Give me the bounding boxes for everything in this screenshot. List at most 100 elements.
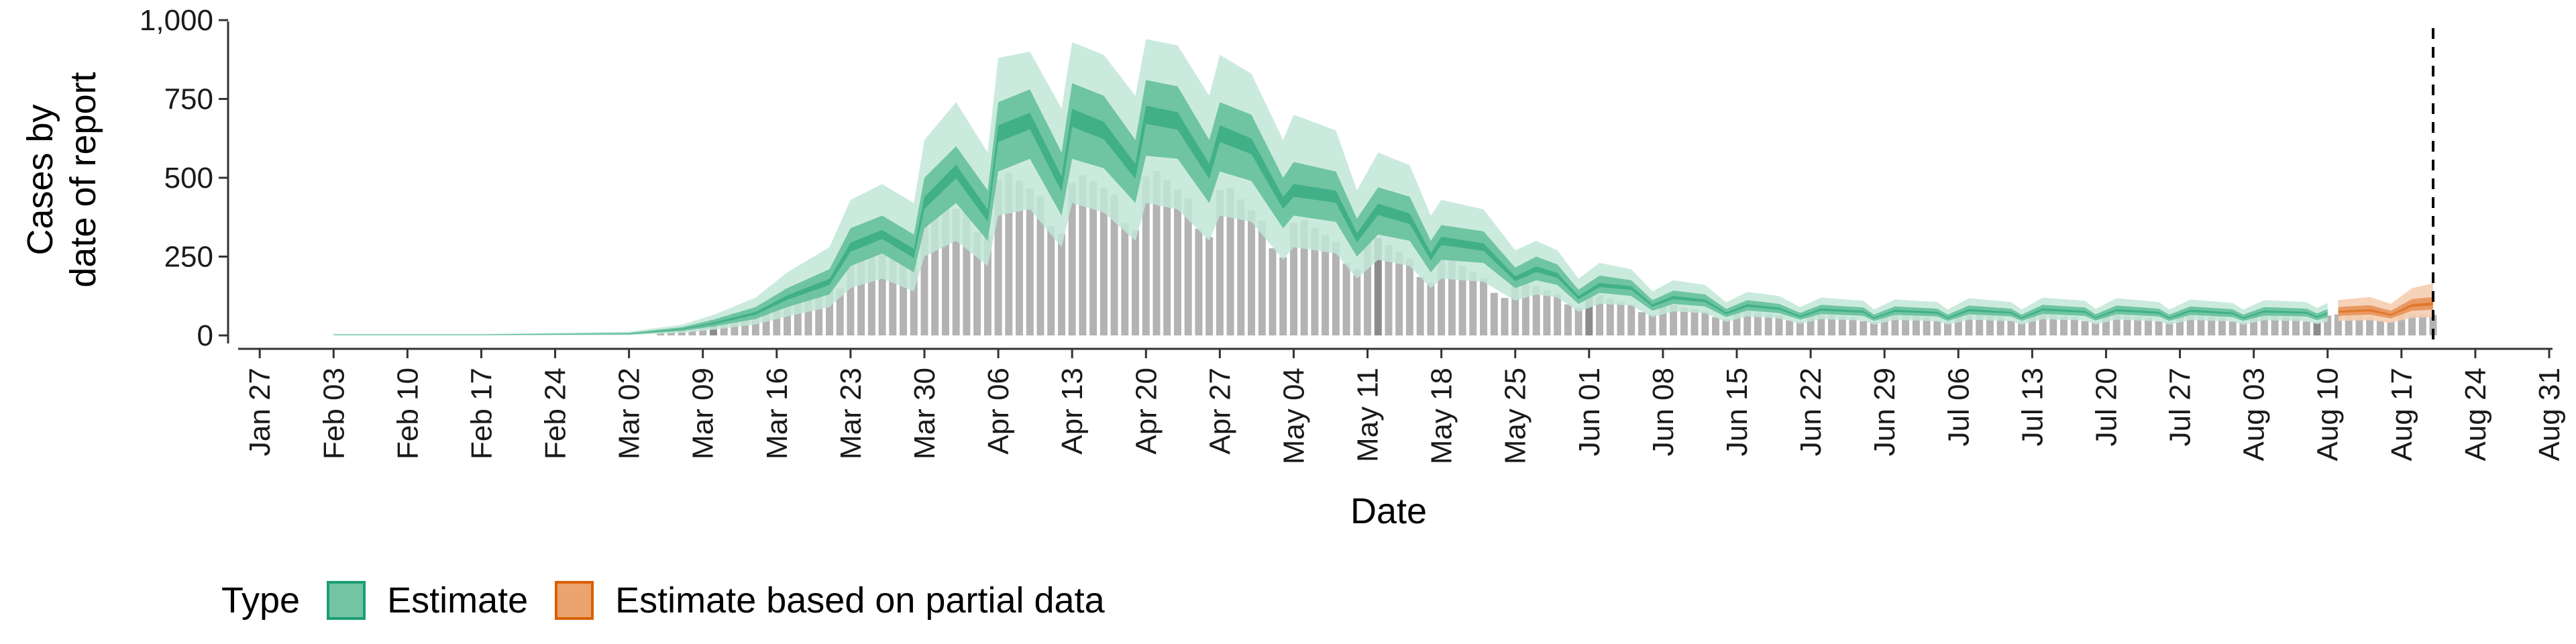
reported-case-bar — [2260, 315, 2268, 335]
reported-case-bar — [1764, 314, 1772, 335]
reported-case-bar — [2302, 321, 2310, 335]
reported-case-bar — [2165, 322, 2174, 335]
reported-case-bar — [1480, 278, 1487, 335]
reported-case-bar — [1353, 270, 1361, 335]
x-tick-label: Jul 06 — [1942, 368, 1975, 446]
x-tick-label: Jun 01 — [1573, 368, 1606, 456]
reported-case-bar — [973, 232, 981, 335]
reported-case-bar — [1036, 196, 1044, 335]
x-tick-label: Feb 24 — [539, 368, 572, 460]
x-tick-label: Aug 17 — [2385, 368, 2418, 461]
reported-case-bar — [1300, 219, 1308, 335]
legend-label-partial: Estimate based on partial data — [615, 580, 1105, 621]
reported-case-bar — [1817, 314, 1825, 335]
reported-case-bar — [2134, 316, 2142, 335]
reported-case-bar — [2092, 322, 2100, 335]
reported-case-bar — [1416, 276, 1424, 335]
x-tick-label: Apr 20 — [1130, 368, 1163, 455]
reported-case-bar — [826, 288, 833, 335]
x-tick-label: Apr 06 — [982, 368, 1015, 455]
reported-case-bar — [1142, 176, 1150, 335]
reported-case-bar — [1248, 210, 1255, 335]
legend-item-estimate: Estimate — [327, 580, 528, 621]
x-tick-label: Feb 03 — [317, 368, 350, 460]
reported-case-bar — [1743, 311, 1752, 335]
reported-case-bar — [942, 208, 949, 335]
reported-case-bar — [1807, 315, 1815, 335]
x-tick-label: May 25 — [1499, 368, 1532, 464]
reported-case-bar — [1902, 315, 1910, 335]
x-tick-label: Jul 27 — [2164, 368, 2197, 446]
reported-case-bar — [1448, 259, 1456, 335]
reported-case-bar — [2229, 321, 2237, 335]
reported-case-bar — [1258, 221, 1266, 335]
x-tick-label: May 18 — [1426, 368, 1458, 464]
reported-case-bar — [1290, 223, 1297, 335]
reported-case-bar — [1596, 295, 1603, 335]
reported-case-bar — [1638, 312, 1646, 335]
reported-case-bar — [1976, 315, 1984, 335]
reported-case-bar — [1099, 187, 1108, 335]
x-tick-label: Mar 02 — [613, 368, 646, 460]
reported-case-bar — [2028, 315, 2036, 335]
reported-case-bar — [2186, 315, 2194, 335]
reported-case-bar — [2218, 317, 2226, 335]
reported-case-bar — [847, 259, 855, 335]
reported-case-bar — [2007, 321, 2015, 335]
x-tick-label: Aug 24 — [2459, 368, 2492, 461]
legend-key-partial — [555, 581, 594, 620]
reported-case-bar — [1279, 257, 1287, 335]
estimate-core-band — [333, 105, 2328, 335]
reported-case-bar — [1163, 180, 1171, 335]
legend: Type Estimate Estimate based on partial … — [221, 574, 1132, 627]
reported-case-bar — [1458, 266, 1466, 335]
reported-case-bar — [1332, 241, 1340, 335]
reported-case-bar — [1405, 258, 1413, 335]
estimate-bands — [333, 39, 2433, 335]
reported-case-bar — [1690, 309, 1699, 335]
reported-case-bar — [1438, 259, 1446, 335]
reported-case-bar — [2102, 315, 2110, 335]
reported-case-bar — [1152, 170, 1161, 335]
reported-case-bar — [2408, 313, 2416, 335]
reported-case-bar — [2324, 315, 2332, 335]
reported-case-bar — [2070, 317, 2078, 335]
reported-case-bar — [1374, 237, 1382, 335]
reported-case-bar — [2355, 316, 2363, 335]
reported-case-bar — [2112, 315, 2121, 335]
x-tick-label: Mar 30 — [908, 368, 941, 460]
x-tick-label: Jun 22 — [1794, 368, 1827, 456]
y-axis-title-line2: date of report — [63, 72, 103, 287]
reported-case-bar — [952, 209, 960, 335]
x-tick-labels: Jan 27 Feb 03 Feb 10 Feb 17 Feb 24 Mar 02 Mar … — [244, 368, 2566, 464]
x-tick-label: Apr 13 — [1056, 368, 1089, 455]
reported-case-bar — [1574, 307, 1582, 335]
x-tick-label: Mar 23 — [835, 368, 867, 460]
y-tick-labels: 0 250 500 750 1,000 — [140, 4, 213, 352]
reported-case-bar — [1269, 248, 1277, 335]
reported-case-bar — [1680, 307, 1688, 335]
reported-case-bar — [1216, 189, 1224, 335]
x-tick-label: Apr 27 — [1203, 368, 1236, 455]
reported-case-bar — [1849, 317, 1857, 335]
reported-case-bar — [1089, 181, 1097, 335]
legend-item-partial: Estimate based on partial data — [555, 580, 1105, 621]
x-tick-label: Feb 10 — [391, 368, 424, 460]
reported-case-bar — [2313, 322, 2321, 335]
reported-case-bar — [1870, 322, 1878, 335]
reported-case-bar — [1521, 282, 1529, 335]
reported-case-bar — [1627, 305, 1635, 335]
reported-case-bar — [2418, 314, 2426, 335]
reported-case-bar — [931, 208, 939, 335]
reported-case-bar — [2292, 317, 2300, 335]
reported-case-bar — [657, 332, 665, 335]
reported-case-bar — [688, 328, 696, 335]
reported-case-bar — [2345, 315, 2353, 335]
reported-case-bar — [1670, 305, 1678, 335]
reported-case-bar — [963, 210, 971, 335]
reported-case-bar — [2208, 317, 2216, 335]
x-tick-label: Aug 10 — [2312, 368, 2345, 461]
reported-case-bar — [1195, 228, 1203, 335]
reported-case-bar — [2366, 317, 2374, 335]
reported-case-bar — [1342, 263, 1350, 335]
